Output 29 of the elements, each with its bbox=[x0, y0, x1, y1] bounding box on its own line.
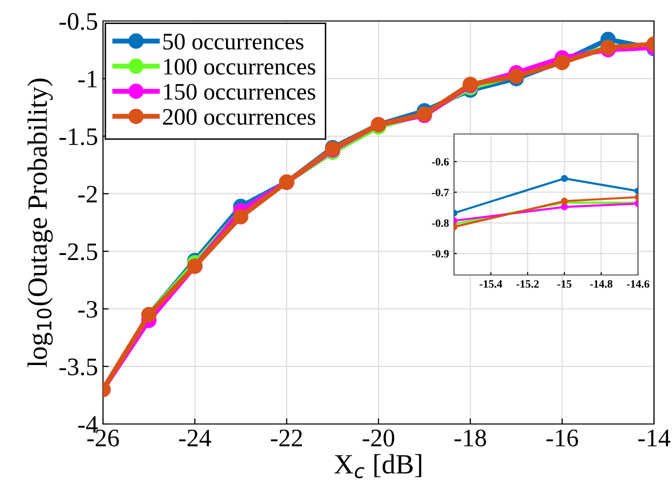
legend-label: 50 occurrences bbox=[163, 34, 304, 50]
y-tick-label: -1 bbox=[78, 70, 97, 88]
x-tick-label: -18 bbox=[454, 430, 486, 446]
x-tick-label: -24 bbox=[179, 430, 212, 446]
y-tick-label: -3.5 bbox=[59, 358, 98, 376]
y-axis-title: log$_{10}$(Outage Probability) bbox=[27, 78, 53, 368]
x-tick-label: -14.8 bbox=[590, 280, 612, 288]
y-tick-label: -3 bbox=[78, 300, 98, 318]
y-tick-label: -0.6 bbox=[432, 158, 449, 166]
y-tick-label: -0.8 bbox=[432, 219, 449, 227]
legend-label: 200 occurrences bbox=[163, 108, 316, 125]
x-tick-label: -20 bbox=[362, 430, 394, 446]
y-tick-label: -0.9 bbox=[432, 250, 449, 258]
y-tick-label: -0.5 bbox=[59, 13, 98, 30]
point bbox=[233, 209, 248, 224]
x-tick-label: -15.4 bbox=[480, 280, 502, 288]
x-tick-label: -15 bbox=[557, 280, 572, 288]
x-tick-label: -14.6 bbox=[626, 280, 650, 288]
x-tick-label: -22 bbox=[270, 430, 302, 446]
x-tick-label: -14 bbox=[638, 430, 670, 446]
legend-label: 150 occurrences bbox=[164, 84, 316, 100]
y-tick-label: -0.7 bbox=[432, 188, 449, 196]
x-tick-label: -16 bbox=[546, 430, 578, 446]
legend-label: 100 occurrences bbox=[164, 58, 316, 75]
y-tick-label: -2 bbox=[78, 186, 97, 202]
y-tick-label: -1.5 bbox=[59, 128, 98, 146]
x-axis-title: X$_{c}$ [dB] bbox=[334, 454, 422, 478]
x-tick-label: -15.2 bbox=[516, 280, 539, 288]
y-tick-label: -2.5 bbox=[59, 243, 98, 260]
